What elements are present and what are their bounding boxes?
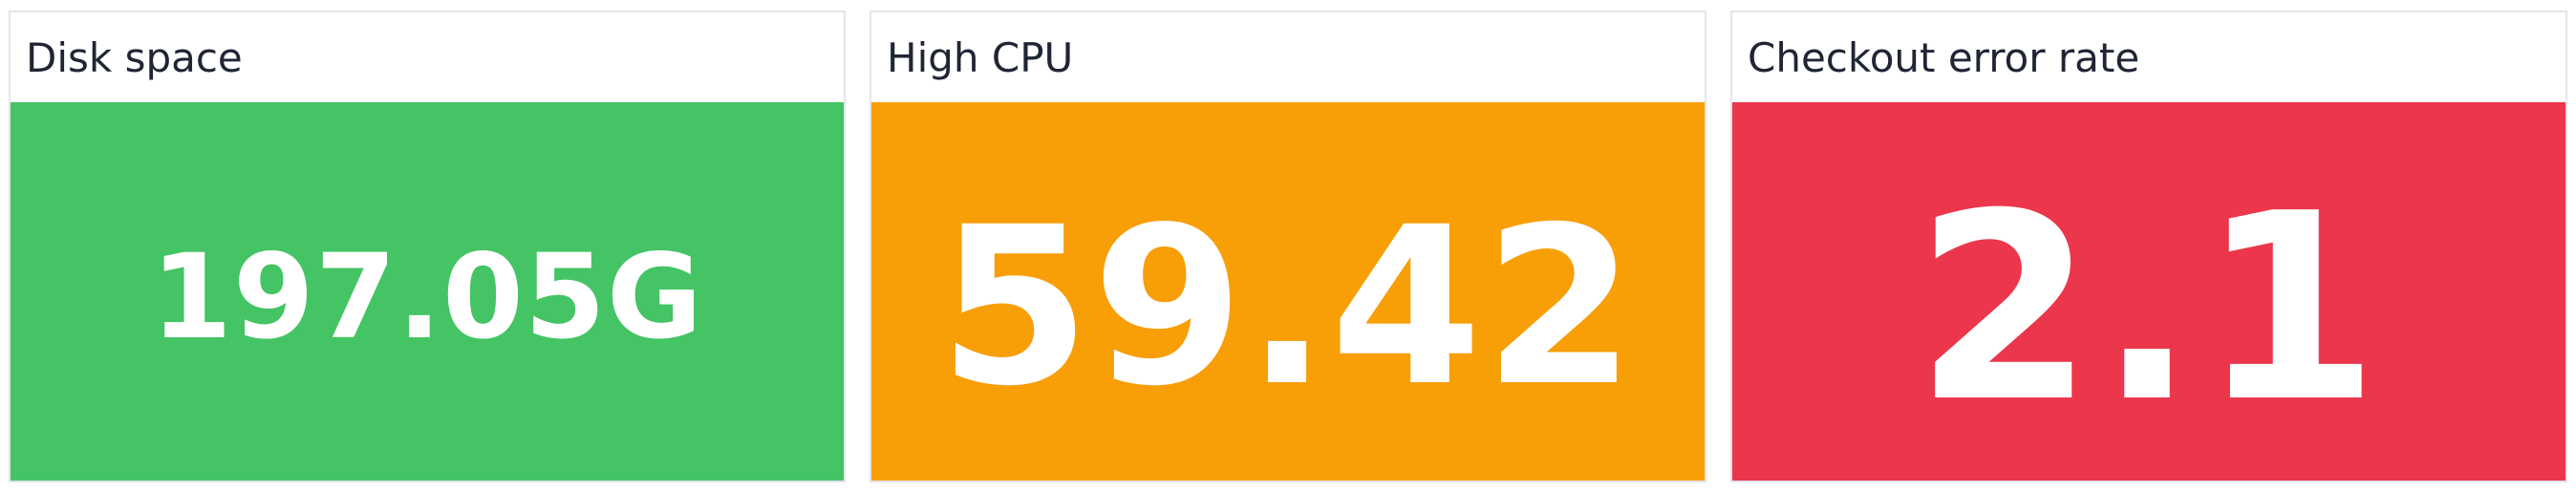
stat-value: 2.1: [1914, 158, 2384, 459]
stat-area: 59.42: [871, 102, 1705, 481]
panel-header[interactable]: Checkout error rate: [1732, 12, 2565, 102]
panel-title: Disk space: [26, 33, 243, 81]
panel-title: Checkout error rate: [1748, 33, 2140, 81]
disk-space-panel[interactable]: Disk space 197.05G: [9, 11, 846, 482]
stat-area: 2.1: [1732, 102, 2565, 481]
panel-header[interactable]: High CPU: [871, 12, 1705, 102]
panel-header[interactable]: Disk space: [11, 12, 844, 102]
stat-area: 197.05G: [11, 102, 844, 481]
high-cpu-panel[interactable]: High CPU 59.42: [869, 11, 1707, 482]
panel-title: High CPU: [887, 33, 1074, 81]
stat-value: 197.05G: [151, 229, 703, 365]
stat-value: 59.42: [938, 180, 1638, 434]
checkout-error-rate-panel[interactable]: Checkout error rate 2.1: [1730, 11, 2567, 482]
